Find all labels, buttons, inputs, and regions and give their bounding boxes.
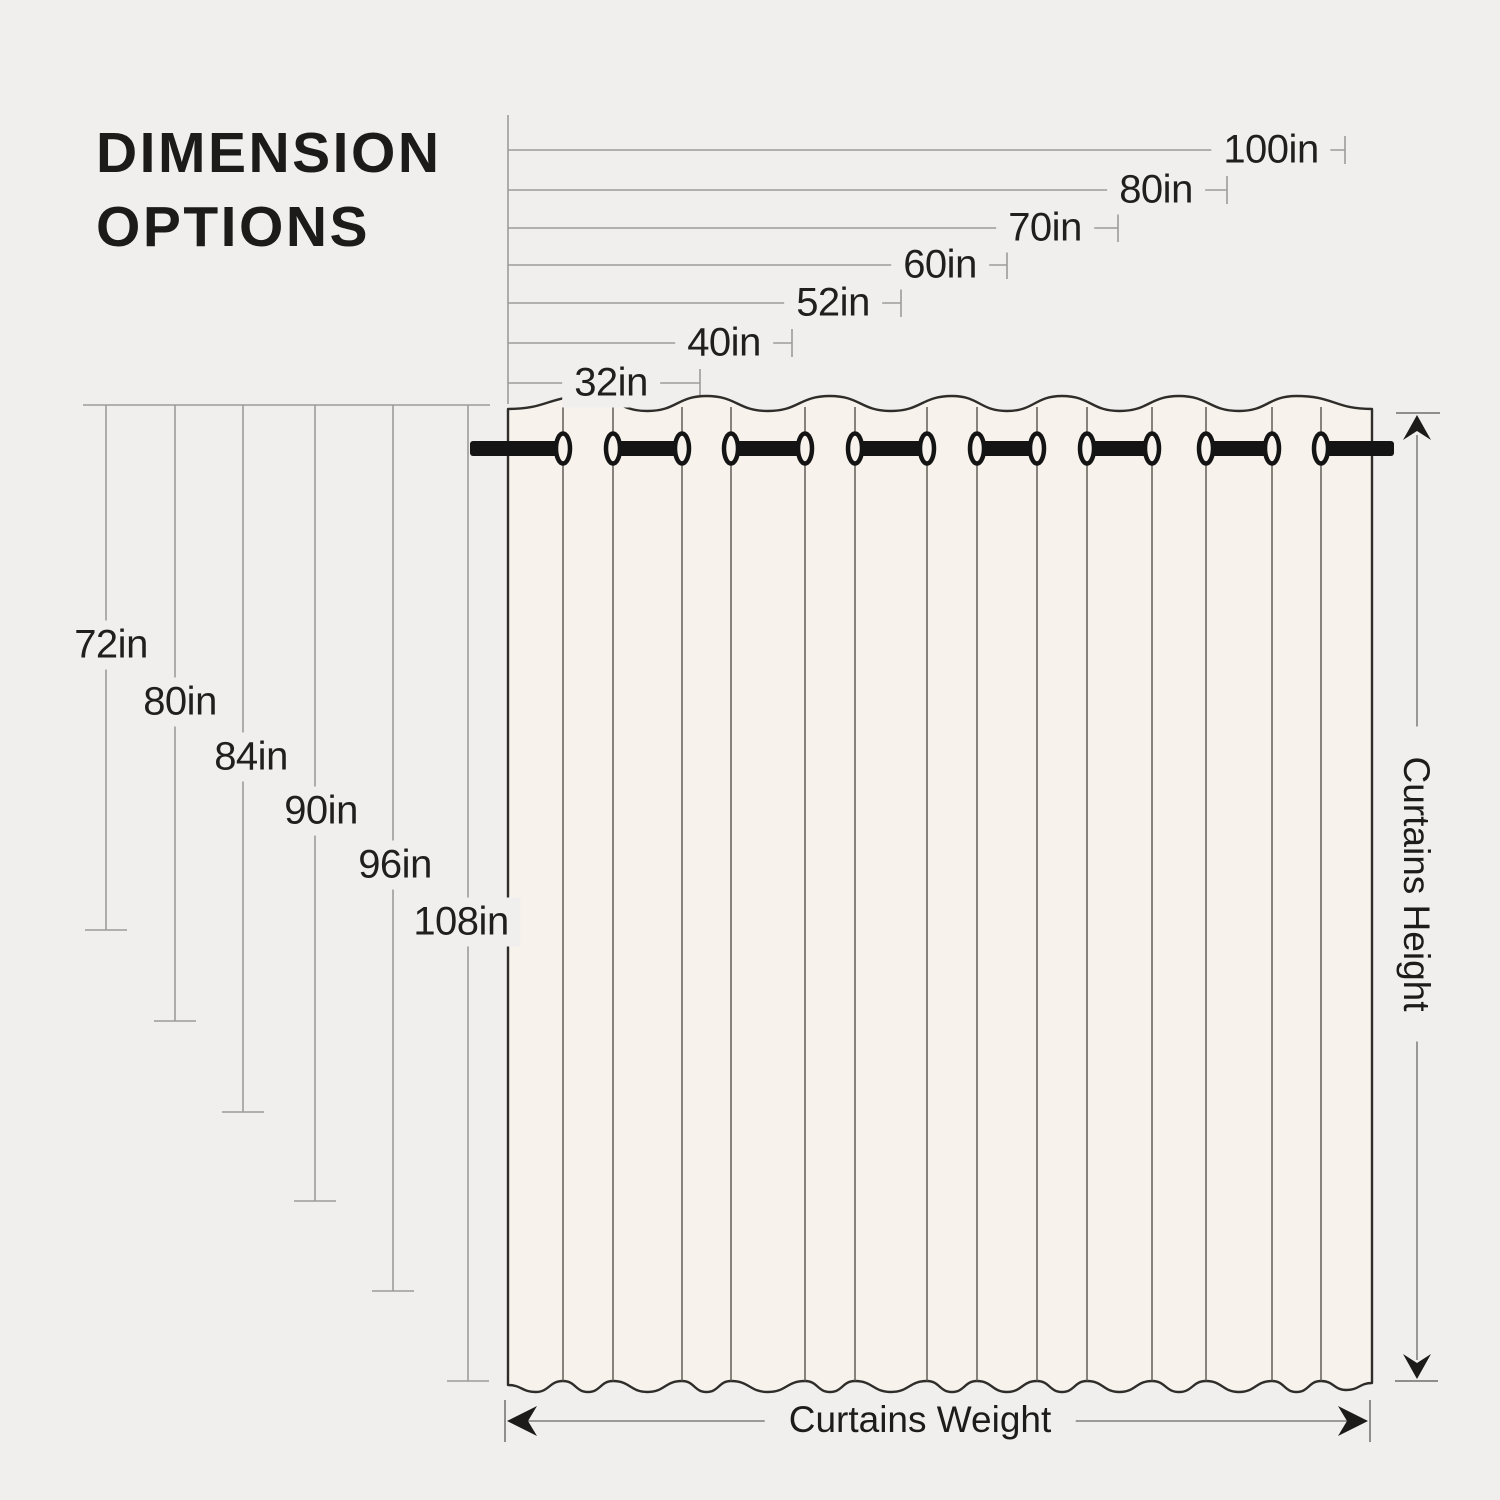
height-option-label: 90in [272,786,370,836]
height-measure-line-108in [447,405,489,1382]
arrow-down-icon [1403,1354,1431,1379]
curtain-rod-segment [1206,441,1272,456]
arrow-left-icon [507,1406,537,1436]
width-option-label: 32in [562,358,660,408]
height-measure-lines [83,404,490,1382]
curtain-rod-segment [731,441,805,456]
width-option-label: 40in [675,318,773,368]
width-option-label: 52in [784,278,882,328]
width-measure-line-100in [508,136,1346,164]
curtain-illustration [470,394,1394,1394]
curtain-grommet [603,431,623,466]
curtain-rod-segment [613,441,682,456]
curtain-rod-segment [1087,441,1152,456]
arrow-right-icon [1338,1406,1368,1436]
curtain-grommet [1262,431,1282,466]
curtain-rod-segment [470,441,563,456]
width-option-label: 70in [996,203,1094,253]
width-option-label: 80in [1107,165,1205,215]
page-title: DIMENSION OPTIONS [96,116,442,264]
curtain-rod-segment [855,441,927,456]
arrow-up-icon [1403,415,1431,440]
height-option-label: 84in [202,732,300,782]
curtain-rod-segment [1321,441,1394,456]
curtain-grommet [1196,431,1216,466]
curtain-grommet [795,431,815,466]
curtains-height-label: Curtains Height [1393,726,1439,1042]
curtain-grommet [1311,431,1331,466]
title-line-1: DIMENSION [96,121,442,185]
width-measure-line-80in [508,176,1228,204]
height-option-label: 72in [62,620,160,670]
curtain-grommet [1027,431,1047,466]
curtain-grommet [1077,431,1097,466]
curtain-grommet [917,431,937,466]
height-option-label: 96in [346,840,444,890]
curtain-grommet [967,431,987,466]
curtain-grommet [1142,431,1162,466]
height-option-label: 108in [401,897,521,947]
curtain-grommet [721,431,741,466]
curtains-weight-label: Curtains Weight [764,1397,1076,1443]
height-option-label: 80in [131,677,229,727]
curtain-grommet [553,431,573,466]
curtain-panel [506,394,1374,1394]
curtain-grommet [672,431,692,466]
curtain-grommet [845,431,865,466]
width-option-label: 100in [1211,125,1331,175]
curtain-rod-segment [977,441,1037,456]
width-option-label: 60in [891,240,989,290]
title-line-2: OPTIONS [96,195,371,259]
